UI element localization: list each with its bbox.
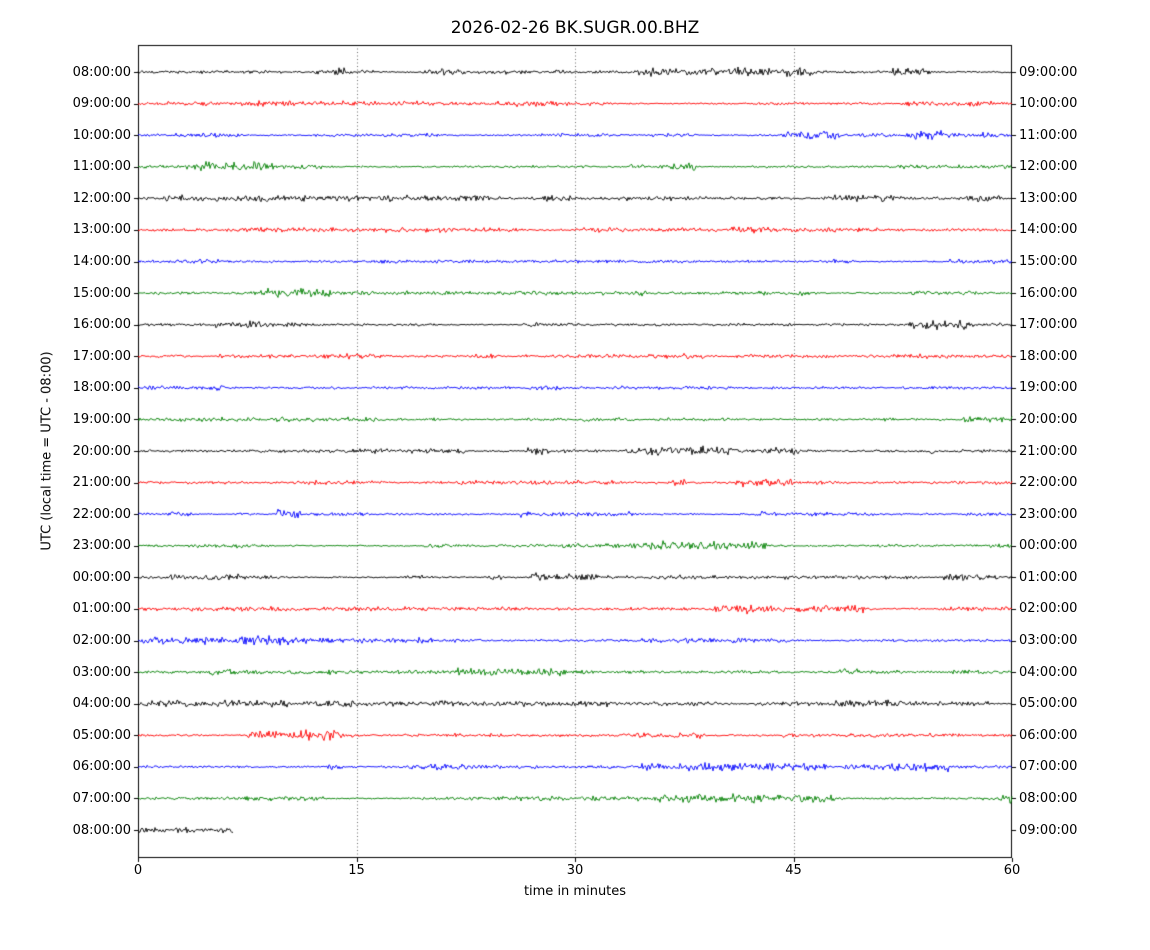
y-tick-label-left: 04:00:00	[72, 696, 131, 712]
y-tick-label-left: 18:00:00	[72, 380, 131, 396]
y-tick-label-left: 23:00:00	[72, 538, 131, 554]
y-tick-label-right: 03:00:00	[1019, 633, 1078, 648]
y-tick-label-left: 16:00:00	[72, 317, 131, 333]
y-tick-label-right: 16:00:00	[1019, 285, 1078, 301]
y-tick-label-left: 07:00:00	[72, 790, 131, 806]
y-tick-label-right: 21:00:00	[1019, 443, 1078, 459]
chart-title: 2026-02-26 BK.SUGR.00.BHZ	[450, 18, 700, 38]
y-tick-label-left: 11:00:00	[72, 159, 131, 175]
y-tick-label-left: 02:00:00	[72, 633, 131, 648]
y-tick-label-right: 22:00:00	[1019, 475, 1078, 491]
y-tick-label-right: 10:00:00	[1019, 96, 1078, 112]
y-tick-label-right: 09:00:00	[1019, 822, 1078, 838]
y-tick-label-left: 06:00:00	[72, 759, 131, 775]
y-tick-label-right: 20:00:00	[1019, 411, 1078, 427]
y-tick-label-left: 20:00:00	[72, 443, 131, 459]
y-tick-label-right: 02:00:00	[1019, 601, 1078, 617]
y-tick-label-left: 22:00:00	[72, 506, 131, 522]
y-tick-label-right: 06:00:00	[1019, 727, 1078, 743]
x-axis-label: time in minutes	[523, 884, 627, 899]
y-tick-label-right: 23:00:00	[1019, 506, 1078, 522]
y-tick-label-right: 14:00:00	[1019, 222, 1078, 238]
y-tick-label-left: 10:00:00	[72, 127, 131, 143]
y-tick-label-left: 08:00:00	[72, 822, 131, 838]
y-tick-label-left: 09:00:00	[72, 96, 131, 112]
y-tick-label-right: 08:00:00	[1019, 790, 1078, 806]
x-tick-label: 60	[1003, 863, 1021, 878]
y-tick-label-right: 19:00:00	[1019, 380, 1078, 396]
y-tick-label-left: 14:00:00	[72, 254, 131, 269]
y-tick-label-right: 17:00:00	[1019, 317, 1078, 333]
y-tick-label-right: 07:00:00	[1019, 759, 1078, 775]
y-tick-label-left: 19:00:00	[72, 411, 131, 427]
y-tick-label-left: 17:00:00	[72, 348, 131, 364]
y-tick-label-left: 00:00:00	[72, 569, 131, 585]
y-tick-label-left: 12:00:00	[72, 190, 131, 206]
x-tick-label: 45	[785, 863, 802, 878]
y-tick-label-left: 13:00:00	[72, 222, 131, 238]
y-tick-label-left: 01:00:00	[72, 601, 131, 617]
y-tick-label-right: 12:00:00	[1019, 159, 1078, 175]
y-tick-label-right: 00:00:00	[1019, 538, 1078, 554]
y-tick-label-left: 15:00:00	[72, 285, 131, 301]
x-tick-label: 30	[566, 863, 584, 878]
y-tick-label-left: 03:00:00	[72, 664, 131, 680]
x-tick-label: 0	[133, 863, 143, 878]
x-tick-label: 15	[348, 863, 365, 878]
y-tick-label-right: 01:00:00	[1019, 569, 1078, 585]
y-tick-label-right: 11:00:00	[1019, 127, 1078, 143]
y-tick-label-right: 09:00:00	[1019, 64, 1078, 80]
y-tick-label-right: 18:00:00	[1019, 348, 1078, 364]
y-tick-label-right: 04:00:00	[1019, 664, 1078, 680]
y-tick-label-right: 15:00:00	[1019, 254, 1078, 269]
y-tick-label-right: 05:00:00	[1019, 696, 1078, 712]
y-tick-label-left: 08:00:00	[72, 64, 131, 80]
y-tick-label-left: 05:00:00	[72, 727, 131, 743]
y-tick-label-right: 13:00:00	[1019, 190, 1078, 206]
y-tick-label-left: 21:00:00	[72, 475, 131, 491]
